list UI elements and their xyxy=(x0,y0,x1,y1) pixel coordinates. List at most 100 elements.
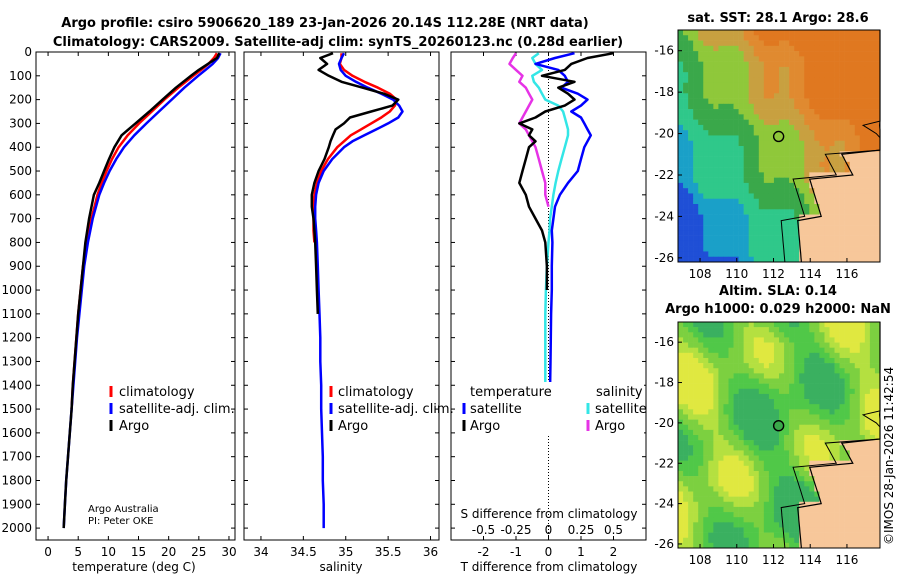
map-cell xyxy=(844,246,850,252)
map-cell xyxy=(874,399,881,405)
map-cell xyxy=(758,167,765,173)
map-cell xyxy=(713,393,719,400)
map-cell xyxy=(779,337,785,343)
map-cell xyxy=(824,491,830,497)
map-cell xyxy=(784,140,790,147)
map-cell xyxy=(834,414,840,420)
map-cell xyxy=(678,393,684,400)
map-cell xyxy=(768,61,775,68)
map-cell xyxy=(849,424,856,431)
map-cell xyxy=(713,342,719,348)
map-cell xyxy=(753,140,760,147)
map-cell xyxy=(819,465,825,472)
map-cell xyxy=(748,393,755,400)
map-cell xyxy=(804,256,810,263)
map-cell xyxy=(683,517,689,523)
map-cell xyxy=(688,322,694,328)
map-cell xyxy=(814,251,820,258)
map-cell xyxy=(859,327,866,333)
map-cell xyxy=(703,465,709,472)
map-cell xyxy=(683,383,689,390)
map-cell xyxy=(794,30,800,36)
map-cell xyxy=(678,542,684,549)
map-cell xyxy=(703,167,709,173)
map-cell xyxy=(784,373,790,379)
map-cell xyxy=(768,486,775,492)
map-cell xyxy=(784,388,790,395)
map-cell xyxy=(864,45,871,52)
map-cell xyxy=(678,347,684,354)
map-cell xyxy=(768,383,775,390)
map-cell xyxy=(733,368,739,374)
x-tick-label: 10 xyxy=(101,545,116,559)
map-cell xyxy=(723,419,729,426)
map-cell xyxy=(758,337,765,343)
map-cell xyxy=(859,337,866,343)
map-cell xyxy=(824,501,830,508)
map-cell xyxy=(819,209,825,215)
map-cell xyxy=(718,114,724,120)
map-cell xyxy=(738,486,744,492)
map-cell xyxy=(874,429,881,436)
map-y-tick-label: -18 xyxy=(654,376,674,390)
map-cell xyxy=(864,188,871,194)
map-cell xyxy=(738,378,744,384)
map-cell xyxy=(743,522,749,528)
map-cell xyxy=(789,56,795,62)
map-cell xyxy=(804,445,810,451)
map-cell xyxy=(854,240,861,247)
map-cell xyxy=(688,491,694,497)
map-cell xyxy=(693,429,699,436)
map-cell xyxy=(819,119,825,126)
map-cell xyxy=(809,161,815,168)
map-cell xyxy=(768,114,775,120)
map-cell xyxy=(678,388,684,395)
map-cell xyxy=(733,322,739,328)
map-cell xyxy=(683,352,689,359)
map-cell xyxy=(728,225,734,231)
map-cell xyxy=(844,188,850,194)
map-cell xyxy=(829,225,835,231)
map-cell xyxy=(718,146,724,152)
map-cell xyxy=(698,347,704,354)
map-cell xyxy=(804,470,810,477)
map-cell xyxy=(844,240,850,247)
map-cell xyxy=(698,35,704,41)
map-cell xyxy=(799,542,805,549)
map-cell xyxy=(809,512,815,518)
map-cell xyxy=(748,209,755,215)
map-cell xyxy=(869,424,876,431)
map-cell xyxy=(874,455,881,461)
map-cell xyxy=(763,476,770,482)
map-cell xyxy=(844,198,850,205)
y-tick-label: 900 xyxy=(9,259,32,273)
map-cell xyxy=(688,363,694,369)
map-cell xyxy=(688,188,694,194)
map-cell xyxy=(748,383,755,390)
map-cell xyxy=(849,235,856,242)
map-cell xyxy=(819,172,825,178)
map-cell xyxy=(799,322,805,328)
map-cell xyxy=(809,77,815,84)
map-cell xyxy=(688,88,694,94)
map-cell xyxy=(859,214,866,221)
map-cell xyxy=(678,383,684,390)
map-cell xyxy=(713,429,719,436)
map-cell xyxy=(809,496,815,503)
map-cell xyxy=(874,404,881,410)
y-tick-label: 1300 xyxy=(1,354,32,368)
map-cell xyxy=(733,151,739,157)
map-cell xyxy=(763,225,770,231)
map-cell xyxy=(753,188,760,194)
map-cell xyxy=(753,327,760,333)
map-cell xyxy=(874,135,881,142)
map-cell xyxy=(789,193,795,200)
map-cell xyxy=(814,378,820,384)
map-cell xyxy=(758,30,765,36)
map-cell xyxy=(814,151,820,157)
map-cell xyxy=(688,542,694,549)
map-cell xyxy=(874,388,881,395)
map-cell xyxy=(768,357,775,364)
map-cell xyxy=(748,481,755,487)
map-cell xyxy=(688,251,694,258)
